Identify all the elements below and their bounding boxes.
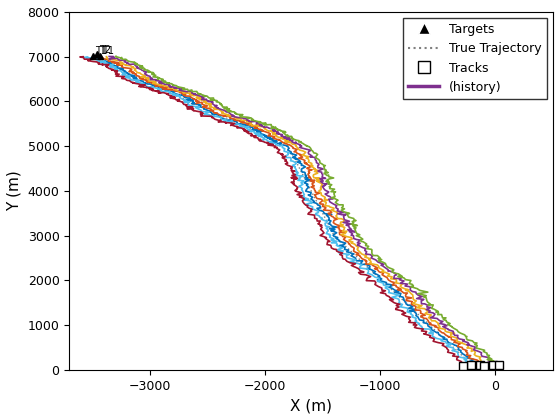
Text: T1: T1: [95, 47, 107, 56]
Text: T1: T1: [102, 47, 114, 56]
Text: T2: T2: [99, 45, 111, 55]
Y-axis label: Y (m): Y (m): [7, 171, 22, 211]
Legend: Targets, True Trajectory, Tracks, (history): Targets, True Trajectory, Tracks, (histo…: [403, 18, 547, 99]
X-axis label: X (m): X (m): [290, 398, 332, 413]
